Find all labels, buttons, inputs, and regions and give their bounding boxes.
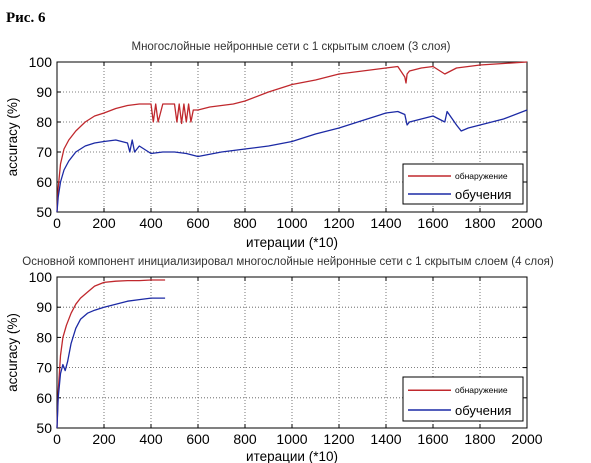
x-tick-label: 600 xyxy=(186,215,210,231)
x-tick-label: 400 xyxy=(139,215,163,231)
series-line-training xyxy=(56,297,166,429)
x-tick-label: 200 xyxy=(92,431,116,447)
y-axis-label: accuracy (%) xyxy=(5,313,20,392)
legend: обнаружение обучения xyxy=(402,376,524,422)
y-axis-label: accuracy (%) xyxy=(5,98,20,177)
legend-box xyxy=(402,163,524,205)
chart-title: Основной компонент инициализировал много… xyxy=(22,256,554,268)
legend: обнаружение обучения xyxy=(402,163,524,205)
x-tick-label: 600 xyxy=(186,431,210,447)
x-tick-label: 1400 xyxy=(370,215,401,231)
x-tick-label: 1000 xyxy=(276,215,307,231)
y-tick-label: 80 xyxy=(36,329,52,345)
x-tick-label: 0 xyxy=(53,215,61,231)
x-tick-label: 1200 xyxy=(323,431,354,447)
legend-entry: обнаружение xyxy=(455,171,508,181)
x-tick-label: 1600 xyxy=(417,431,448,447)
y-tick-label: 100 xyxy=(29,269,53,285)
x-tick-label: 1800 xyxy=(464,431,495,447)
x-tick-label: 1000 xyxy=(276,431,307,447)
y-tick-label: 70 xyxy=(36,360,52,376)
y-tick-label: 100 xyxy=(29,54,53,70)
x-tick-label: 1600 xyxy=(417,215,448,231)
legend-entry: обучения xyxy=(455,187,511,202)
x-tick-label: 800 xyxy=(233,431,257,447)
series-line-training xyxy=(56,109,528,213)
x-tick-label: 1800 xyxy=(464,215,495,231)
chart-bottom: Основной компонент инициализировал много… xyxy=(5,256,554,463)
chart-title: Многослойные нейронные сети с 1 скрытым … xyxy=(131,41,450,53)
y-tick-label: 90 xyxy=(36,299,52,315)
y-tick-label: 70 xyxy=(36,144,52,160)
x-tick-label: 2000 xyxy=(511,431,542,447)
x-tick-label: 2000 xyxy=(511,215,542,231)
x-tick-label: 400 xyxy=(139,431,163,447)
legend-entry: обучения xyxy=(455,403,511,418)
x-axis-label: итерации (*10) xyxy=(246,235,338,250)
series-line-detection xyxy=(56,61,528,213)
y-tick-label: 60 xyxy=(36,390,52,406)
y-tick-label: 80 xyxy=(36,114,52,130)
y-tick-label: 90 xyxy=(36,84,52,100)
chart-top: Многослойные нейронные сети с 1 скрытым … xyxy=(5,41,543,250)
y-tick-label: 50 xyxy=(36,420,52,436)
legend-entry: обнаружение xyxy=(455,385,508,395)
x-tick-label: 200 xyxy=(92,215,116,231)
x-tick-label: 1400 xyxy=(370,431,401,447)
x-tick-label: 800 xyxy=(233,215,257,231)
x-tick-label: 0 xyxy=(53,431,61,447)
series-line-detection xyxy=(56,279,166,429)
y-tick-label: 60 xyxy=(36,174,52,190)
y-tick-label: 50 xyxy=(36,204,52,220)
x-axis-label: итерации (*10) xyxy=(246,449,338,463)
figure-label: Рис. 6 xyxy=(6,10,46,26)
legend-box xyxy=(402,376,524,422)
x-tick-label: 1200 xyxy=(323,215,354,231)
